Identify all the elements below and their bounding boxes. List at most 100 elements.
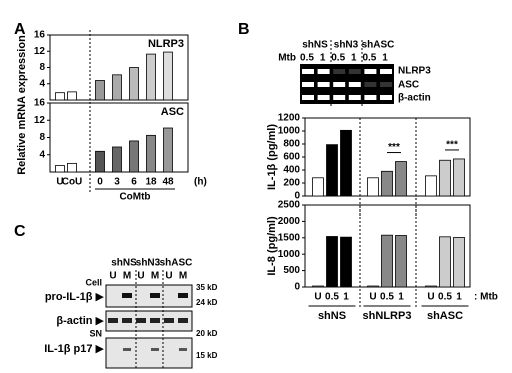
bar (439, 159, 451, 197)
y-tick-label: 16 (34, 98, 46, 109)
band (317, 95, 330, 100)
bar (312, 177, 324, 197)
y-tick-label: 2000 (278, 216, 301, 227)
band (136, 318, 146, 323)
y-tick-label: 4 (39, 149, 45, 160)
x-tick-label: 6 (131, 177, 137, 188)
band (333, 95, 346, 100)
band (108, 318, 118, 323)
x-tick-label: 1 (343, 292, 349, 303)
size-marker: 20 kD (196, 329, 218, 338)
y-tick-label: 500 (283, 265, 300, 276)
lane-label: 0.5 (300, 53, 314, 64)
band (302, 95, 314, 100)
x-unit: : Mtb (474, 292, 498, 303)
band (302, 82, 314, 87)
annotation: *** (446, 140, 458, 151)
bar (146, 134, 156, 173)
x-tick-label: 1 (398, 292, 404, 303)
fraction-label: SN (89, 328, 102, 338)
group-label: shNS (318, 310, 346, 322)
y-tick-label: 0 (294, 191, 300, 202)
x-tick-label: U (427, 292, 434, 303)
band (151, 348, 159, 351)
blot-group: shNS (302, 40, 328, 51)
blot-row-label: NLRP3 (398, 66, 431, 77)
band (302, 69, 314, 74)
bar (163, 51, 173, 101)
x-tick-label: 0.5 (325, 292, 339, 303)
bar (381, 170, 393, 197)
band (348, 82, 361, 87)
bar (395, 235, 407, 288)
x-tick-label: 0.5 (438, 292, 452, 303)
blot-row-label: β-actin ▶ (56, 315, 104, 327)
blot (105, 284, 193, 308)
band (333, 82, 346, 87)
bar (367, 177, 379, 197)
x-unit: (h) (194, 177, 207, 188)
band (380, 69, 392, 74)
bar (340, 236, 352, 288)
y-axis-label: IL-8 (pg/ml) (266, 216, 278, 276)
y-tick-label: 2500 (278, 200, 301, 211)
band (364, 82, 377, 87)
x-tick-label: 18 (145, 177, 157, 188)
x-tick-label: U (314, 292, 321, 303)
bar (112, 146, 122, 173)
blot (105, 310, 193, 332)
band (164, 318, 174, 323)
band (380, 95, 392, 100)
y-tick-label: 8 (39, 132, 45, 143)
band (348, 69, 361, 74)
blot-group: shASC (160, 258, 193, 269)
lane-label: M (123, 271, 131, 282)
group-label: shNLRP3 (363, 310, 412, 322)
y-tick-label: 0 (294, 282, 300, 293)
panel-letter: A (14, 21, 26, 38)
band (150, 293, 160, 298)
blot-treatment: Mtb (278, 53, 296, 64)
band (317, 69, 330, 74)
bar (112, 74, 122, 101)
x-axis-label: CoMtb (119, 192, 150, 203)
band (122, 293, 132, 298)
bar (312, 285, 324, 288)
band (178, 318, 188, 323)
y-tick-label: 200 (283, 178, 300, 189)
band (317, 82, 330, 87)
lane-label: 0.5 (331, 53, 345, 64)
bar (453, 237, 465, 288)
lane-label: M (179, 271, 187, 282)
bar (95, 80, 105, 101)
blot-row-label: pro-IL-1β ▶ (45, 291, 105, 303)
lane-label: U (165, 271, 172, 282)
bar (67, 91, 77, 101)
group-label: shASC (427, 310, 463, 322)
bar (326, 144, 338, 197)
lane-label: 1 (382, 53, 388, 64)
blot-row-label: β-actin (398, 93, 431, 104)
lane-label: M (151, 271, 159, 282)
lane-label: 0.5 (362, 53, 376, 64)
band (380, 82, 392, 87)
x-tick-label: 0 (97, 177, 103, 188)
bar (326, 236, 338, 288)
x-tick-label: 0.5 (380, 292, 394, 303)
x-tick-label: 1 (456, 292, 462, 303)
bar (453, 158, 465, 197)
x-tick-label: U (56, 177, 63, 188)
bar (425, 175, 437, 197)
panel-letter: B (238, 21, 250, 38)
x-tick-label: 48 (162, 177, 174, 188)
y-tick-label: 16 (34, 30, 46, 41)
band (364, 95, 377, 100)
bar (340, 129, 352, 197)
bar (55, 92, 65, 101)
bar (367, 285, 379, 288)
band (123, 348, 131, 351)
y-tick-label: 8 (39, 62, 45, 73)
bar (129, 67, 139, 101)
lane-label: 1 (351, 53, 357, 64)
